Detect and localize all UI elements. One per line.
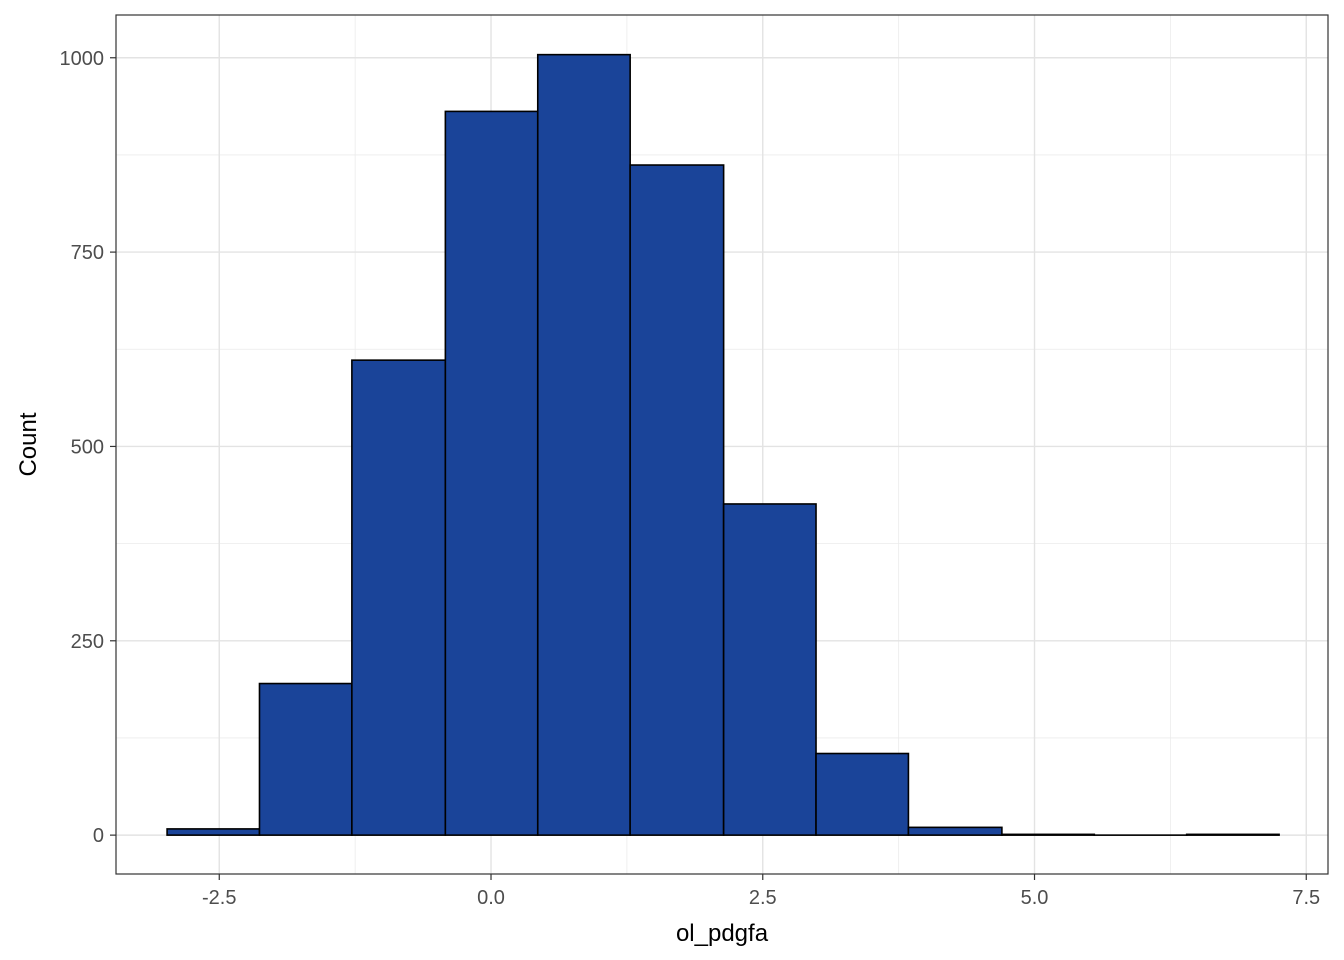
histogram-bar xyxy=(536,53,631,836)
x-axis: -2.5 0.0 2.5 5.0 7.5 xyxy=(202,874,1320,909)
y-tick-label: 500 xyxy=(71,436,104,458)
y-axis-title: Count xyxy=(15,412,42,476)
histogram-bars xyxy=(166,53,1280,836)
y-axis: 0 250 500 750 1000 xyxy=(60,48,116,847)
x-tick-label: 7.5 xyxy=(1292,887,1320,909)
histogram-bar xyxy=(815,752,910,836)
x-tick-label: 0.0 xyxy=(477,887,505,909)
y-tick-label: 1000 xyxy=(60,48,105,70)
histogram-bar xyxy=(258,682,353,836)
histogram-bar xyxy=(166,828,261,836)
x-axis-title: ol_pdgfa xyxy=(676,920,769,947)
histogram-bar xyxy=(1001,833,1096,836)
x-tick-label: 2.5 xyxy=(749,887,777,909)
histogram-bar xyxy=(1185,833,1280,836)
x-tick-label: 5.0 xyxy=(1021,887,1049,909)
histogram-bar xyxy=(444,110,539,836)
y-tick-label: 750 xyxy=(71,242,104,264)
histogram-bar xyxy=(629,164,725,836)
panel-border xyxy=(115,14,1329,875)
histogram-bar xyxy=(351,359,447,836)
y-tick-label: 0 xyxy=(93,825,104,847)
y-tick-label: 250 xyxy=(71,631,104,653)
histogram-bar xyxy=(722,503,817,836)
x-tick-label: -2.5 xyxy=(202,887,236,909)
histogram-bar xyxy=(907,826,1003,836)
